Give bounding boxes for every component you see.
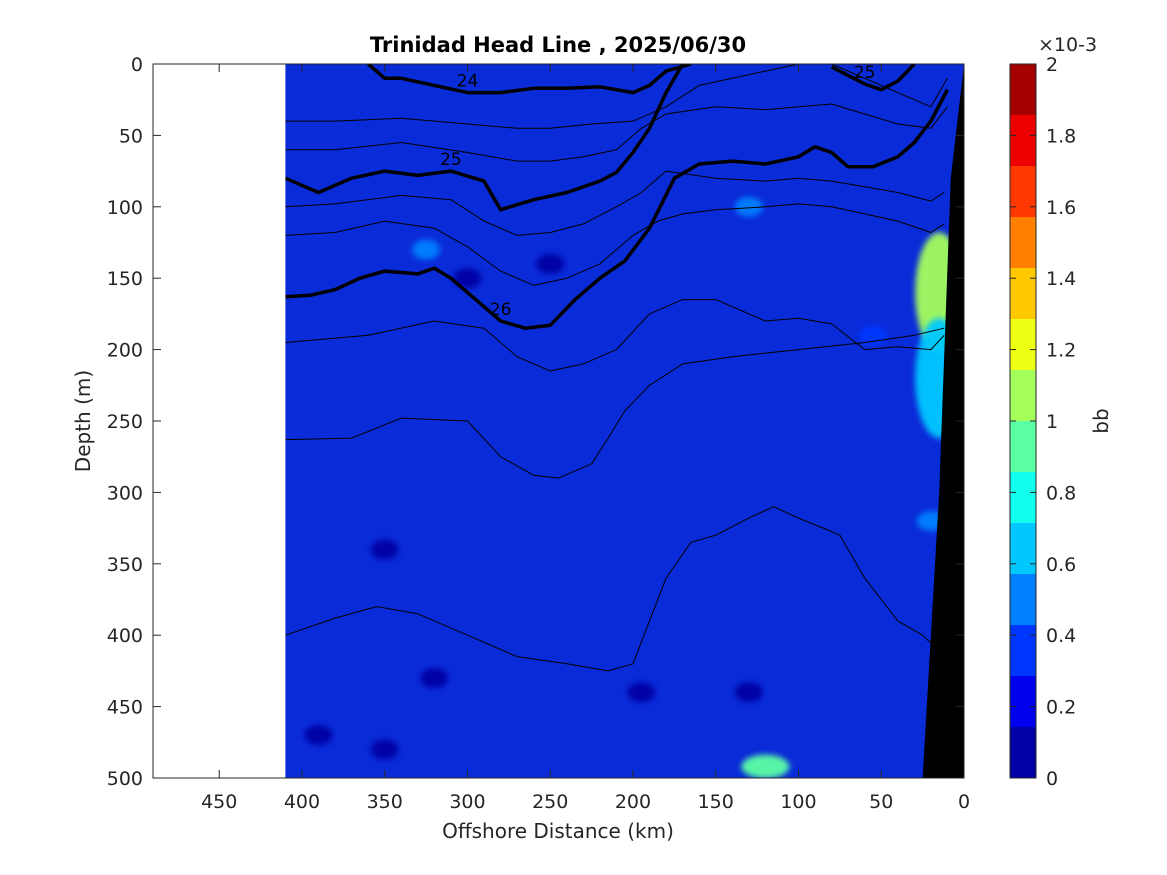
x-axis: 450 400 350 300 250 200 150 100 50 0: [201, 64, 970, 813]
chart-title: Trinidad Head Line , 2025/06/30: [370, 33, 746, 57]
x-tick-label: 200: [615, 791, 651, 813]
x-tick-label: 0: [958, 791, 970, 813]
colorbar-tick-label: 1.6: [1046, 197, 1076, 219]
heatmap-patch: [453, 268, 482, 289]
colorbar-level: [1010, 472, 1036, 523]
colorbar-level: [1010, 421, 1036, 472]
contour-line: [285, 170, 945, 236]
colorbar-level: [1010, 115, 1036, 166]
y-tick-label: 100: [107, 197, 143, 219]
colorbar-level: [1010, 676, 1036, 727]
contour-line: [285, 64, 948, 129]
contour-line: [285, 506, 938, 672]
contour-label: 25: [854, 63, 876, 83]
y-tick-label: 150: [107, 268, 143, 290]
colorbar-tick-label: 0: [1046, 768, 1058, 790]
x-tick-label: 50: [869, 791, 893, 813]
colorbar-level: [1010, 625, 1036, 676]
y-tick-label: 0: [131, 54, 143, 76]
contour-line: [367, 64, 692, 95]
y-axis-label: Depth (m): [71, 370, 95, 472]
contour-line: [285, 88, 949, 330]
colorbar-level: [1010, 217, 1036, 268]
colorbar-level: [1010, 319, 1036, 370]
y-tick-label: 400: [107, 625, 143, 647]
heatmap-patch: [304, 725, 333, 746]
colorbar-exponent: ×10-3: [1038, 34, 1097, 56]
colorbar-tick-label: 0.6: [1046, 554, 1076, 576]
heatmap-patch: [370, 539, 399, 560]
x-tick-label: 100: [780, 791, 816, 813]
x-tick-label: 150: [698, 791, 734, 813]
y-tick-label: 300: [107, 482, 143, 504]
colorbar-level: [1010, 166, 1036, 217]
colorbar-tick-label: 1.2: [1046, 340, 1076, 362]
y-tick-label: 250: [107, 411, 143, 433]
colorbar-level: [1010, 574, 1036, 625]
x-tick-label: 250: [532, 791, 568, 813]
heatmap-patch: [420, 668, 449, 689]
colorbar-tick-label: 1.8: [1046, 125, 1076, 147]
colorbar-tick-label: 0.2: [1046, 697, 1076, 719]
colorbar-tick-label: 0.4: [1046, 625, 1076, 647]
x-axis-label: Offshore Distance (km): [442, 819, 674, 843]
contour-line: [285, 64, 685, 212]
contour-label: 24: [457, 72, 479, 92]
colorbar-level: [1010, 523, 1036, 574]
colorbar-level: [1010, 64, 1036, 115]
heatmap-patch: [412, 239, 441, 260]
seafloor-bathymetry: [922, 64, 964, 778]
heatmap-field: [285, 64, 964, 778]
heatmap-patch: [741, 754, 790, 778]
colorbar-level: [1010, 727, 1036, 778]
heatmap-patch: [627, 682, 656, 703]
colorbar-tick-label: 1.4: [1046, 268, 1076, 290]
x-tick-label: 400: [284, 791, 320, 813]
contour-line: [830, 64, 916, 92]
colorbar: 0 0.2 0.4 0.6 0.8 1 1.2 1.4 1.6 1.8 2: [1009, 54, 1076, 790]
colorbar-tick-label: 1: [1046, 411, 1058, 433]
y-axis: 0 50 100 150 200 250 300 350 400 450 500: [107, 54, 964, 790]
x-tick-label: 300: [449, 791, 485, 813]
colorbar-label: bb: [1089, 408, 1113, 433]
y-tick-label: 450: [107, 697, 143, 719]
heatmap-patch: [536, 253, 565, 274]
heatmap-patch: [734, 196, 763, 217]
contour-label: 26: [490, 300, 512, 320]
contour-line: [285, 327, 945, 479]
contour-line: [285, 103, 948, 162]
y-tick-label: 500: [107, 768, 143, 790]
colorbar-level: [1010, 268, 1036, 319]
contour-line: [285, 203, 945, 286]
colorbar-level: [1010, 370, 1036, 421]
heatmap-patch: [734, 682, 763, 703]
contour-label: 25: [440, 150, 462, 170]
density-contours: 24 25 25 26: [285, 63, 949, 672]
contour-line: [285, 299, 945, 372]
x-tick-label: 350: [367, 791, 403, 813]
colorbar-tick-label: 2: [1046, 54, 1058, 76]
x-tick-label: 450: [201, 791, 237, 813]
colorbar-tick-label: 0.8: [1046, 482, 1076, 504]
y-tick-label: 50: [119, 125, 143, 147]
heatmap-patch: [370, 739, 399, 760]
y-tick-label: 350: [107, 554, 143, 576]
y-tick-label: 200: [107, 340, 143, 362]
